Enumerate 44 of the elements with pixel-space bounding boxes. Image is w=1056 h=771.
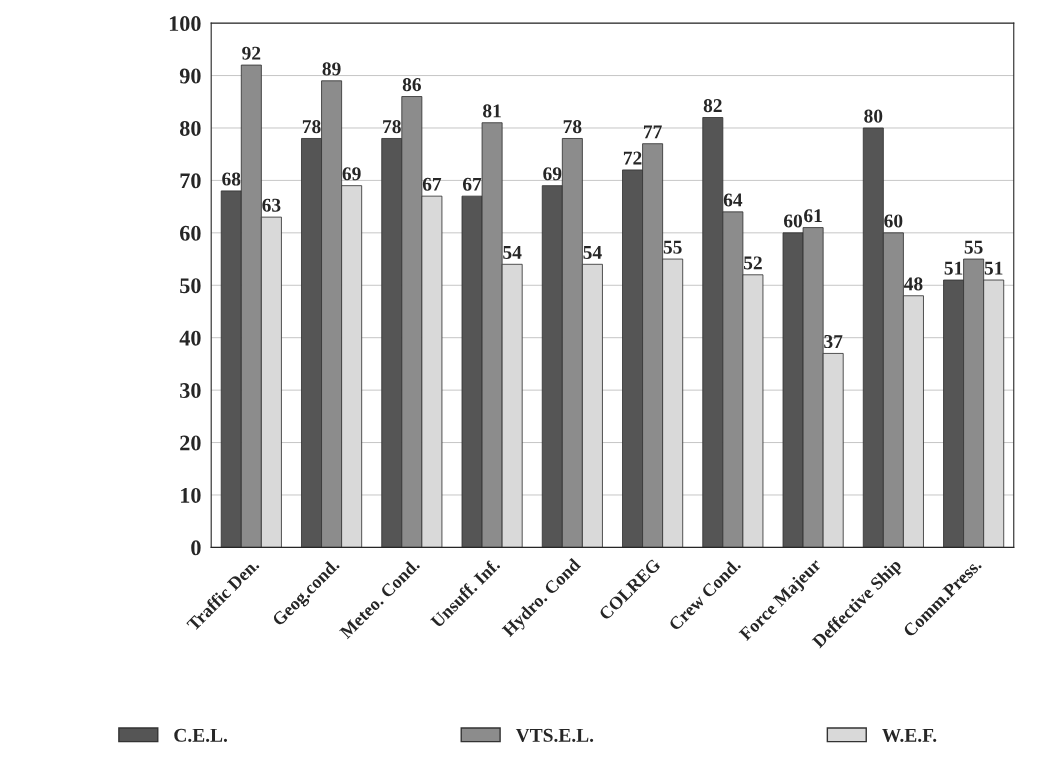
data-label: 81: [483, 104, 501, 118]
y-tick-label: 70: [180, 173, 201, 189]
data-label: 89: [322, 62, 341, 76]
y-tick-label: 50: [180, 278, 201, 294]
data-label: 78: [563, 120, 582, 134]
data-label: 77: [644, 125, 662, 139]
data-label: 67: [462, 177, 482, 191]
data-label: 69: [543, 167, 562, 181]
data-label: 61: [804, 209, 822, 223]
data-label: 54: [503, 245, 522, 259]
y-tick-label: 0: [191, 540, 201, 556]
data-label: 60: [884, 214, 903, 228]
y-tick-label: 100: [169, 16, 201, 32]
data-label: 64: [723, 193, 743, 207]
y-tick-label: 60: [180, 225, 201, 241]
data-label: 82: [703, 99, 722, 113]
data-label: 69: [342, 167, 361, 181]
y-tick-label: 20: [180, 435, 201, 451]
data-label: 37: [824, 335, 843, 349]
data-label: 86: [402, 78, 421, 92]
data-label: 52: [743, 256, 762, 270]
y-tick-label: 30: [180, 383, 201, 399]
data-label: 63: [262, 198, 281, 212]
data-label: 78: [302, 120, 321, 134]
data-label: 55: [964, 240, 983, 254]
data-label: 68: [222, 172, 241, 186]
data-label: 78: [383, 120, 401, 134]
data-label: 48: [903, 277, 923, 291]
data-label: 54: [583, 245, 602, 259]
legend-label: W.E.F.: [882, 728, 937, 742]
data-label: 55: [663, 240, 682, 254]
y-tick-label: 80: [180, 120, 201, 136]
data-label: 60: [784, 214, 803, 228]
data-label: 80: [864, 109, 883, 123]
data-label: 51: [984, 261, 1003, 275]
data-label: 72: [623, 151, 642, 165]
data-label: 51: [944, 261, 963, 275]
data-label: 67: [422, 177, 442, 191]
y-tick-label: 40: [179, 330, 201, 346]
legend-label: VTS.E.L.: [515, 728, 594, 742]
data-label: 92: [242, 46, 261, 60]
y-tick-label: 10: [181, 487, 201, 503]
legend-label: C.E.L.: [174, 728, 228, 742]
y-tick-label: 90: [179, 68, 201, 84]
